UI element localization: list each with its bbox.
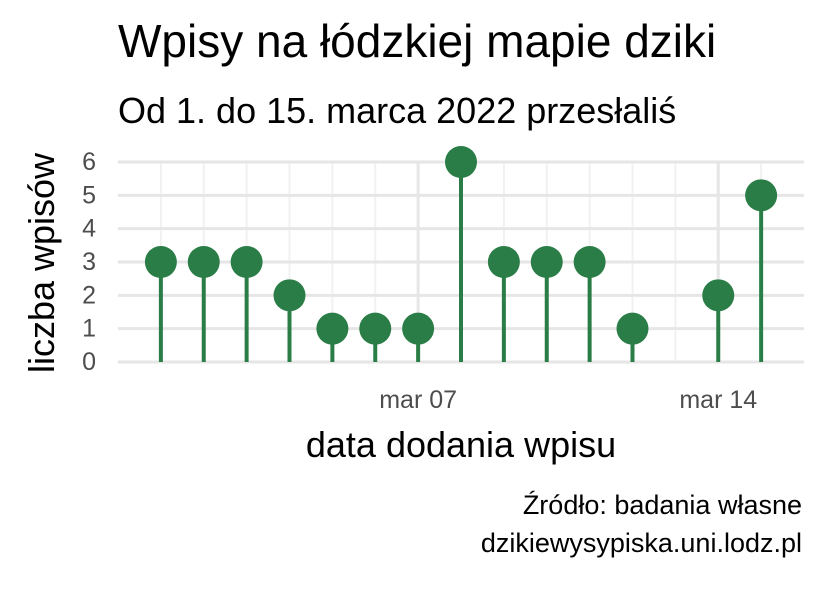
chart-marks xyxy=(144,146,778,362)
lollipop-point xyxy=(316,312,349,345)
axis-ticks: 0 1 2 3 4 5 6 mar 07 mar 14 xyxy=(82,148,757,414)
lollipop-point xyxy=(702,279,735,312)
y-tick-label: 1 xyxy=(82,315,96,343)
y-tick-label: 6 xyxy=(82,148,96,176)
lollipop-point xyxy=(487,246,520,278)
chart-subtitle: Od 1. do 15. marca 2022 przesłaliś xyxy=(118,90,677,131)
lollipop-chart: 0 1 2 3 4 5 6 mar 07 mar 14 xyxy=(82,146,804,414)
lollipop-point xyxy=(359,312,392,345)
lollipop-point xyxy=(144,246,177,278)
caption-source: Źródło: badania własne xyxy=(522,490,802,520)
y-tick-label: 4 xyxy=(82,215,96,243)
lollipop-point xyxy=(230,246,263,278)
lollipop-point xyxy=(187,246,220,278)
lollipop-point xyxy=(530,246,563,278)
lollipop-point xyxy=(573,246,606,278)
y-tick-label: 5 xyxy=(82,181,96,209)
x-tick-label: mar 07 xyxy=(379,386,457,414)
y-tick-label: 3 xyxy=(82,248,96,276)
chart-title: Wpisy na łódzkiej mapie dziki xyxy=(118,15,717,67)
y-tick-label: 2 xyxy=(82,281,96,309)
lollipop-point xyxy=(745,179,778,212)
y-tick-label: 0 xyxy=(82,348,96,376)
caption-url: dzikiewysypiska.uni.lodz.pl xyxy=(480,528,802,558)
lollipop-point xyxy=(273,279,306,312)
x-tick-label: mar 14 xyxy=(679,386,757,414)
lollipop-point xyxy=(616,312,649,345)
chart-caption: Źródło: badania własne dzikiewysypiska.u… xyxy=(481,486,802,562)
x-axis-label: data dodania wpisu xyxy=(305,424,617,465)
lollipop-point xyxy=(445,146,477,178)
lollipop-point xyxy=(402,312,435,345)
